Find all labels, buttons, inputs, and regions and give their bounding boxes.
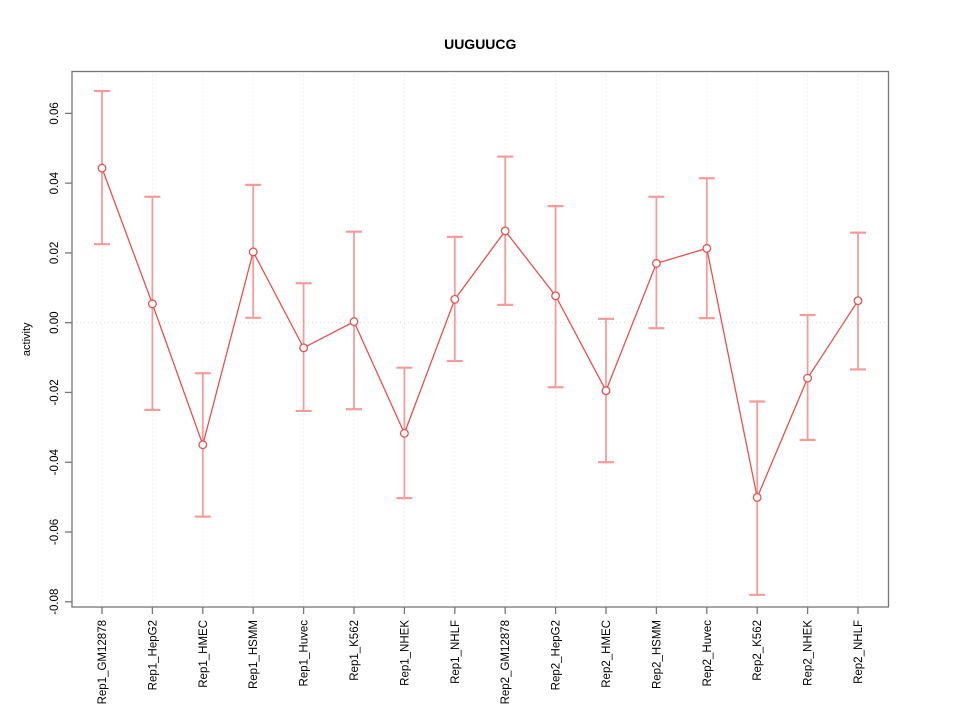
y-tick-label: -0.08 [49, 589, 61, 615]
x-tick-label: Rep1_GM12878 [97, 620, 109, 704]
series-line [101, 167, 859, 500]
plot-border [71, 70, 890, 608]
x-tick-label: Rep1_HMEC [198, 620, 210, 688]
y-tick-label: 0.06 [49, 102, 61, 124]
data-point [853, 296, 863, 306]
x-tick-label: Rep1_NHEK [399, 620, 411, 686]
chart-title: UUGUUCG [444, 36, 516, 52]
data-point [500, 226, 510, 236]
x-tick-label: Rep2_GM12878 [500, 620, 512, 704]
data-point [97, 163, 107, 173]
x-tick-label: Rep1_Huvec [299, 620, 311, 687]
x-tick-label: Rep1_NHLF [450, 620, 462, 684]
x-tick-label: Rep2_HMEC [601, 620, 613, 688]
data-point [399, 428, 409, 438]
y-tick-label: -0.04 [49, 449, 61, 476]
x-tick-label: Rep1_HepG2 [147, 620, 159, 690]
data-point [450, 294, 460, 304]
y-tick-label: -0.02 [49, 379, 61, 405]
y-tick-label: 0.00 [49, 311, 61, 333]
data-point [702, 243, 712, 253]
data-point [651, 258, 661, 268]
x-tick-label: Rep2_HepG2 [551, 620, 563, 690]
data-point [198, 440, 208, 450]
data-point [551, 291, 561, 301]
data-point [299, 343, 309, 353]
data-point [803, 373, 813, 383]
x-tick-label: Rep2_NHLF [853, 620, 865, 684]
data-point [147, 299, 157, 309]
data-point [752, 493, 762, 502]
y-axis-label: activity [21, 322, 33, 356]
y-tick-label: -0.06 [49, 519, 61, 545]
x-tick-label: Rep2_K562 [752, 620, 764, 681]
x-tick-label: Rep1_K562 [349, 620, 361, 681]
x-tick-label: Rep1_HSMM [248, 620, 260, 689]
data-point [601, 386, 611, 396]
x-tick-label: Rep2_HSMM [651, 620, 663, 689]
y-tick-label: 0.02 [49, 242, 61, 264]
y-tick-label: 0.04 [49, 171, 61, 194]
data-point [248, 247, 258, 257]
data-point [349, 317, 359, 327]
x-tick-label: Rep2_Huvec [702, 620, 714, 687]
x-tick-label: Rep2_NHEK [803, 620, 815, 686]
